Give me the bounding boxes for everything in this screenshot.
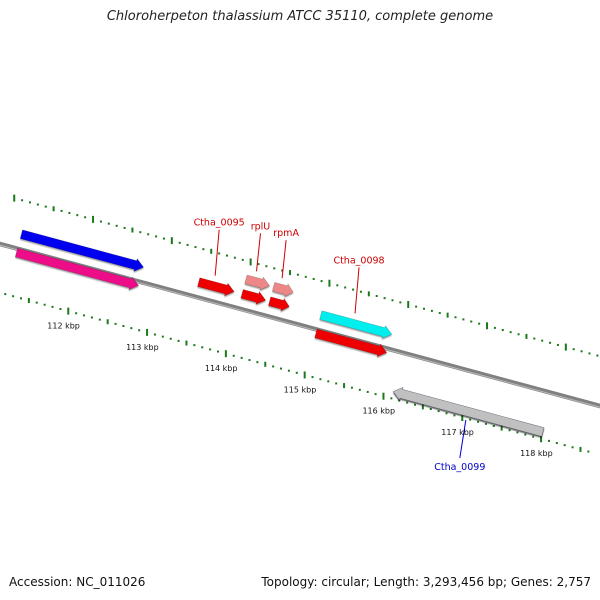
scale-label: 118 kbp [520,449,553,458]
gene-label-leader [459,419,467,459]
gene-arrow[interactable] [319,310,393,339]
scale-label: 115 kbp [284,385,317,394]
gene-arrow[interactable] [392,386,545,437]
gene-arrow[interactable] [14,247,140,291]
gene-arrow[interactable] [271,282,294,298]
gene-label-leader [281,240,287,279]
gene-label-leader [255,233,261,272]
gene-arrow[interactable] [240,289,267,305]
map-title: Chloroherpeton thalassium ATCC 35110, co… [106,9,494,24]
scale-label: 117 kbp [441,428,474,437]
gene-arrow[interactable] [19,229,144,272]
gene-label[interactable]: Ctha_0098 [333,255,384,266]
genome-summary-text: Topology: circular; Length: 3,293,456 bp… [261,575,591,589]
gene-label-leader [354,267,360,314]
scale-label: 116 kbp [362,407,395,416]
scale-label: 113 kbp [126,343,159,352]
gene-arrow[interactable] [197,277,235,297]
gene-arrow[interactable] [314,328,388,358]
gene-label[interactable]: Ctha_0099 [434,462,485,473]
scale-label: 114 kbp [205,364,238,373]
accession-text: Accession: NC_011026 [9,575,146,589]
gene-arrow[interactable] [244,274,271,291]
scale-label: 112 kbp [47,321,80,330]
label-layer: Ctha_0095rplUrpmACtha_0098Ctha_0099Ctha_… [194,218,486,473]
tick-layer: 112 kbp 113 kbp 114 kbp 115 kbp 116 kbp 117 k… [4,194,599,458]
gene-label[interactable]: rpmA [273,228,299,239]
gene-label[interactable]: rplU [251,221,271,232]
gene-arrow[interactable] [268,296,290,312]
gene-layer [14,229,545,437]
gene-label[interactable]: Ctha_0095 [194,218,245,229]
gene-label-leader [214,229,220,276]
